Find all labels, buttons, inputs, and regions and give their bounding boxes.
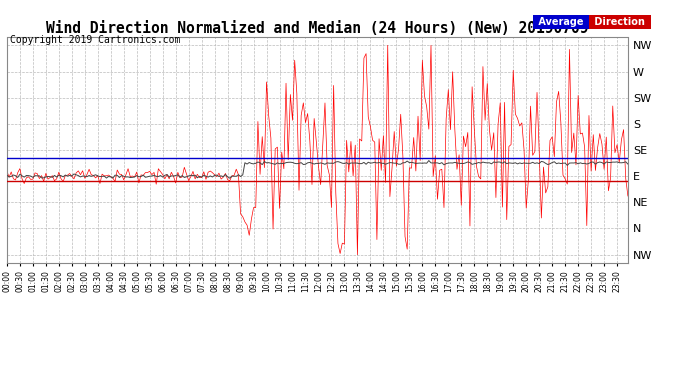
Text: Copyright 2019 Cartronics.com: Copyright 2019 Cartronics.com	[10, 35, 181, 45]
Title: Wind Direction Normalized and Median (24 Hours) (New) 20190709: Wind Direction Normalized and Median (24…	[46, 21, 589, 36]
Text: Average: Average	[535, 17, 586, 27]
Text: Direction: Direction	[591, 17, 649, 27]
